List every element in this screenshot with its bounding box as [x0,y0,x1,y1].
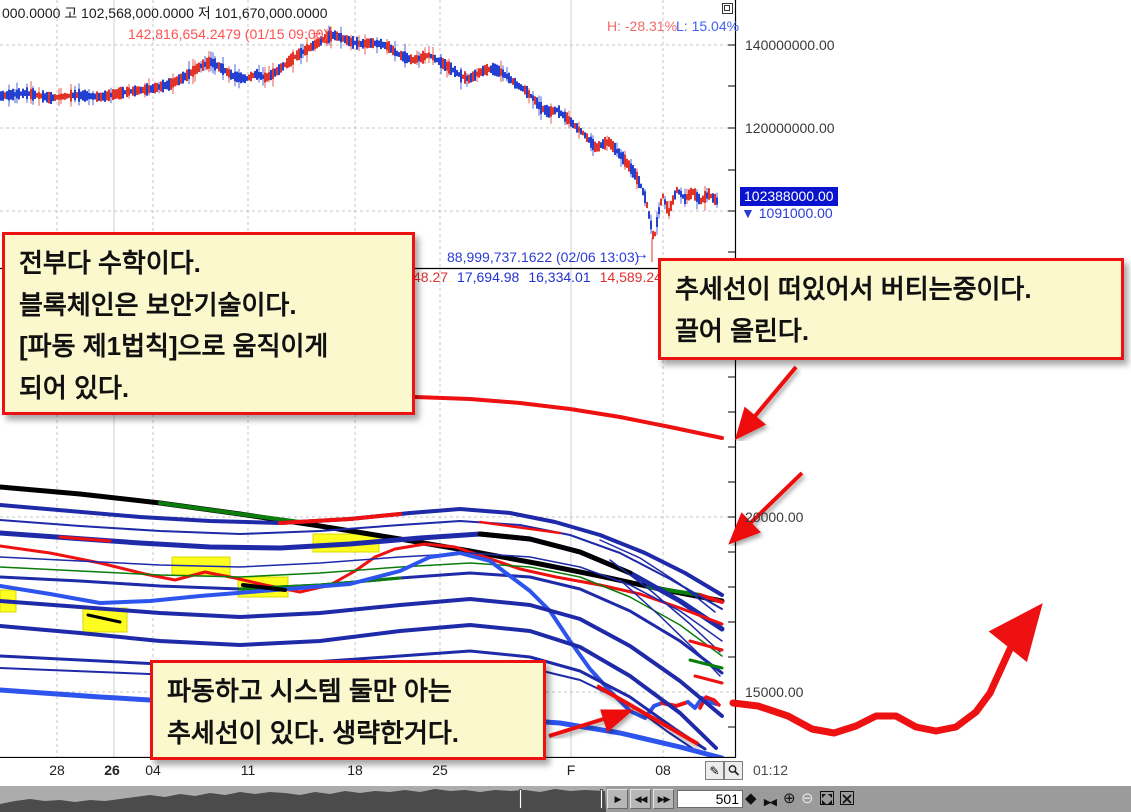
series-end-green-1 [688,658,724,670]
high-arrow-icon: → [308,23,324,40]
series-ma-navy-6 [0,623,718,750]
series-fan-thin-2 [609,559,721,653]
current-price-badge: 102388000.00 [740,187,838,206]
low-price-annotation: 88,999,737.1622 (02/06 13:03) [447,249,640,265]
minimap-range-handle-right[interactable] [600,789,603,809]
zoom-out-icon[interactable]: ⊖ [801,790,814,807]
minimap-range-handle-left[interactable] [519,789,522,809]
x-axis-label: 25 [432,762,448,778]
restore-window-icon[interactable] [722,3,733,14]
high-percent-label: H: -28.31% [607,18,678,34]
chart-minimap[interactable] [0,786,606,812]
series-red-arc-top [413,395,724,440]
low-percent-label: L: 15.04% [676,18,740,34]
series-ma-red-patch-left [58,535,112,543]
x-axis-label: F [566,762,576,778]
low-arrow-icon: → [633,246,649,263]
high-price-annotation: 142,816,654.2479 (01/15 09:00) [128,26,329,42]
indicator-value: 14,589.24 [599,269,658,285]
arrow-to-red-arc[interactable] [734,365,798,441]
series-ma-black-2 [477,531,633,576]
zoom-in-icon[interactable]: ⊕ [783,790,796,807]
drawn-projection-curve[interactable] [729,603,1043,737]
y-axis-label: 15000.00 [745,684,804,700]
hand-drawn-annotations [548,365,1043,746]
drawn-trendline[interactable] [596,684,699,746]
candlestick-series [0,25,718,262]
y-axis-label: 20000.00 [745,509,804,525]
zoom-tool-button[interactable] [724,761,743,780]
indicator-value: 16,334.01 [528,269,591,285]
ohlc-readout: 000.0000 고 102,568,000.0000 저 101,670,00… [2,5,328,21]
series-yellow-box-black-seg1 [241,583,287,592]
series-ma-navy-2-red-patch [478,520,562,535]
close-pane-icon[interactable] [840,791,854,805]
series-ma-red-weave [0,542,724,626]
series-ma-navy-1 [0,503,724,597]
x-axis-label: 18 [347,762,363,778]
series-end-red-2 [693,674,724,685]
minimap-silhouette [0,789,606,812]
note-box-hidden-trendline[interactable]: 파동하고 시스템 둘만 아는 추세선이 있다. 생략한거다. [150,660,546,760]
rewind-button[interactable]: ◀◀ [630,789,651,809]
step-forward-button[interactable]: ▶ [607,789,628,809]
series-ma-black-green-patch1 [158,501,302,524]
bars-count-input[interactable] [677,790,743,808]
x-axis-label: 11 [240,762,256,778]
price-change-label: ▼ 1091000.00 [741,205,833,221]
arrow-to-trendline[interactable] [548,705,634,738]
x-axis-label: 04 [145,762,161,778]
y-axis-label: 120000000.00 [745,120,835,136]
y-axis-label: 140000000.00 [745,37,835,53]
indicator-value: 48.27 [413,269,449,285]
arrow-to-axis[interactable] [728,471,804,545]
series-ma-navy-2 [0,519,723,610]
split-view-icon[interactable]: ◆ [745,790,757,807]
note-box-trendline-holding[interactable]: 추세선이 떠있어서 버티는중이다. 끌어 올린다. [658,258,1124,360]
expand-icon[interactable] [820,791,834,805]
series-end-red-1 [688,639,724,652]
bottom-toolbar: ▶ ◀◀ ▶▶ ◆ ▶◀ ⊕ ⊖ [0,786,1131,812]
time-label: 01:12 [753,762,789,778]
series-fan-thin-1 [599,539,716,613]
draw-tool-button[interactable]: ✎ [705,761,724,780]
series-ma-black-red-tip [698,593,724,604]
series-ma-navy-5 [0,597,724,718]
magnifier-icon [728,765,740,776]
fast-forward-button[interactable]: ▶▶ [653,789,674,809]
x-axis-label: 28 [49,762,65,778]
goto-end-icon[interactable]: ▶◀ [764,797,777,807]
series-yellow-box-black-seg2 [86,613,122,624]
note-box-math[interactable]: 전부다 수학이다. 블록체인은 보안기술이다. [파동 제1법칙]으로 움직이게… [2,232,415,415]
indicator-value: 17,694.98 [457,269,520,285]
x-axis-label: 08 [655,762,671,778]
series-ma-navy-4 [0,571,724,675]
series-ma-navy-1-red-patch [278,512,402,525]
x-axis-label: 26 [104,762,120,778]
pencil-icon: ✎ [709,763,720,778]
series-ma-green-thin [0,562,723,657]
